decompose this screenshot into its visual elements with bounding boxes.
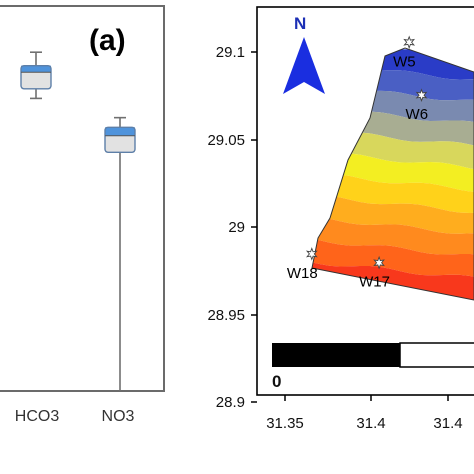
well-w18: W18 <box>287 247 318 282</box>
boxplot-frame <box>0 5 165 392</box>
scale-bar: 0 <box>272 342 474 391</box>
box-lower-quartile <box>21 72 51 89</box>
contour-band <box>312 236 474 279</box>
well-w6: W6 <box>406 88 429 123</box>
well-label: W17 <box>359 274 390 291</box>
x-tick-label: 31.35 <box>266 415 304 432</box>
panel-label: (a) <box>89 24 126 57</box>
y-tick-label: 29 <box>228 219 245 236</box>
map-panel: N W5 W6 W18 W17 0 29.1 29.05 29 28.95 28.9 31.3… <box>207 6 474 432</box>
category-label-no3: NO3 <box>102 408 135 425</box>
scale-bar-black <box>272 343 400 367</box>
boxplot-panel: (a) HCO3 NO3 <box>0 5 165 425</box>
box-outline <box>20 64 52 90</box>
x-tick-label: 31.4 <box>356 415 385 432</box>
well-marker-icon <box>415 88 428 103</box>
scale-bar-label: 0 <box>272 372 281 391</box>
category-label-hco3: HCO3 <box>15 408 60 425</box>
north-arrow: N <box>283 14 325 94</box>
y-tick-label: 29.05 <box>207 132 245 149</box>
y-tick-label: 28.9 <box>216 394 245 411</box>
well-marker-icon <box>373 255 385 270</box>
y-tick-label: 28.95 <box>207 307 245 324</box>
box-hco3 <box>20 51 52 100</box>
well-label: W6 <box>406 106 429 123</box>
contour-band <box>312 215 474 255</box>
box-outline <box>104 126 136 154</box>
contour-band <box>312 173 474 213</box>
x-tick-label: 31.4 <box>433 415 462 432</box>
north-label: N <box>294 14 306 33</box>
scale-bar-white <box>399 342 474 368</box>
box-no3 <box>104 116 136 391</box>
well-label: W18 <box>287 265 318 282</box>
well-marker-icon <box>403 35 416 50</box>
well-label: W5 <box>393 53 416 70</box>
box-upper-quartile <box>105 127 135 136</box>
well-w17: W17 <box>359 255 390 291</box>
contour-band <box>312 259 474 300</box>
box-upper-quartile <box>21 65 51 73</box>
well-marker-icon <box>305 247 318 261</box>
well-w5: W5 <box>393 35 416 70</box>
contour-band <box>312 194 474 234</box>
north-arrow-icon <box>283 37 325 94</box>
box-lower-quartile <box>105 135 135 153</box>
y-tick-label: 29.1 <box>216 44 245 61</box>
